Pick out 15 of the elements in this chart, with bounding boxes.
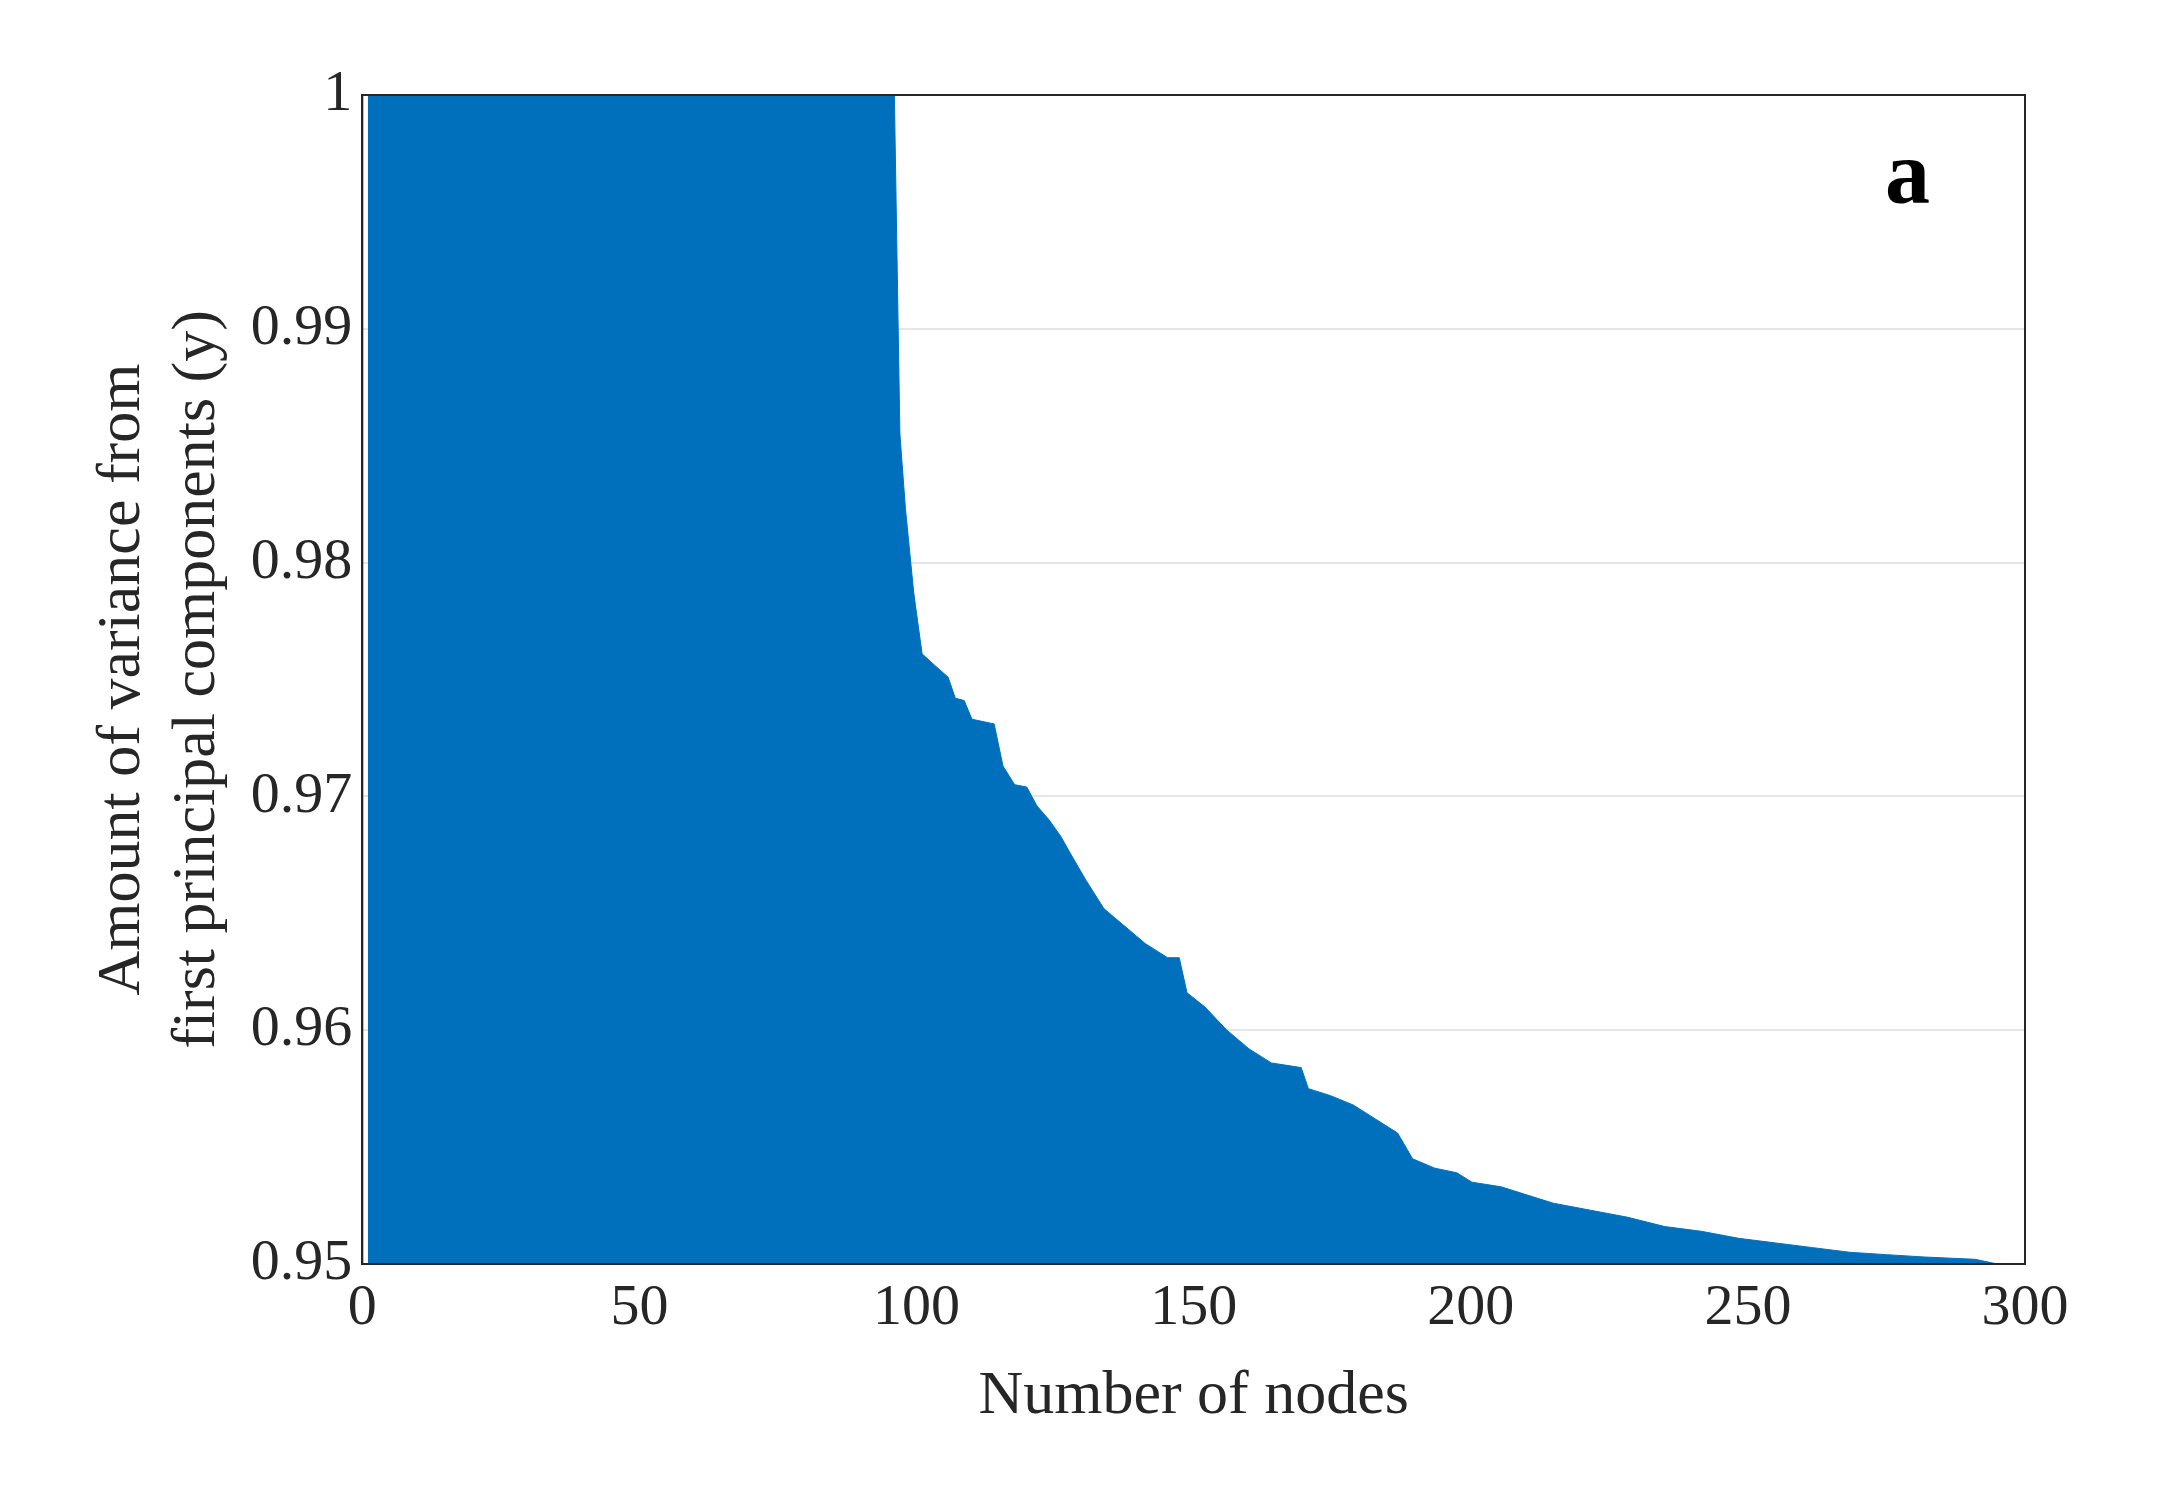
annotation: a — [1885, 123, 1930, 223]
x-tick-label: 200 — [1427, 1272, 1515, 1338]
x-axis-title: Number of nodes — [978, 1358, 1409, 1427]
x-tick-label: 50 — [610, 1272, 669, 1338]
x-tick-label: 100 — [873, 1272, 961, 1338]
y-tick-label: 0.99 — [250, 292, 353, 358]
y-tick-label: 0.98 — [250, 525, 353, 591]
y-tick-label: 0.95 — [250, 1227, 353, 1293]
y-tick-label: 0.97 — [250, 759, 353, 825]
x-tick-label: 250 — [1704, 1272, 1792, 1338]
x-tick-label: 300 — [1981, 1272, 2069, 1338]
y-axis-title: Amount of variance from first principal components (y) — [84, 310, 228, 1049]
y-tick-label: 0.96 — [250, 993, 353, 1059]
y-tick-label: 1 — [323, 58, 353, 124]
x-tick-label: 150 — [1150, 1272, 1238, 1338]
